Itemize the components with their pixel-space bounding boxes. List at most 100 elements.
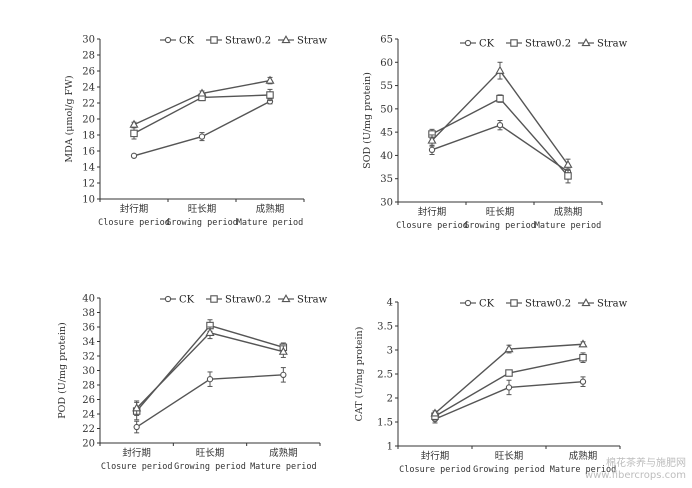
category-label-cn: 封行期 [122,447,151,459]
data-point [130,129,138,138]
y-tick-label: 20 [82,115,95,126]
category-label-en: Closure period [399,465,471,475]
y-tick-label: 36 [82,323,95,334]
y-tick-label: 22 [82,99,95,110]
series-straw0-2 [431,352,587,421]
series-straw0-2 [428,94,572,184]
y-tick-label: 40 [82,294,95,305]
legend-label: CK [479,39,495,50]
chart-panel-3: 20 22 24 26 28 30 32 34 36 38 40 封行期 Closure period 旺… [57,294,328,473]
data-point [280,371,287,378]
series-straw [129,75,275,128]
series-line [431,69,569,166]
category-label-cn: 封行期 [421,450,450,462]
legend-marker [164,36,172,44]
data-point [564,172,572,180]
category-label-en: Growing period [166,218,238,228]
y-tick-label: 3.5 [377,322,393,333]
series-ck [133,367,287,434]
series-line [431,124,569,173]
series-ck [130,98,274,159]
data-point [430,408,440,417]
y-tick-label: 1.5 [377,418,393,429]
data-point [205,327,215,336]
category-label-cn: 成熟期 [256,203,285,215]
series-ck [431,376,587,424]
category-label-en: Closure period [101,462,173,472]
data-point [578,339,588,348]
y-tick-label: 30 [82,366,95,377]
legend-label: Straw [597,299,628,310]
category-label-en: Mature period [535,221,602,231]
data-point [563,159,573,168]
legend-label: Straw [597,39,628,50]
series-straw0-2 [130,88,274,140]
category-label-cn: 旺长期 [486,206,515,218]
data-point [206,376,214,383]
category-label-en: Mature period [237,218,304,228]
data-point [505,384,513,391]
watermark-cn: 棉花茶养与施肥网 [606,458,686,469]
y-tick-label: 50 [380,104,393,115]
y-tick-label: 26 [82,395,95,406]
y-tick-label: 18 [82,131,95,142]
data-point [579,353,587,362]
y-tick-label: 3 [387,346,393,357]
legend-marker [464,299,472,307]
legend: CK Straw0.2 Straw [160,294,328,306]
data-point [428,146,436,153]
data-point [504,344,514,353]
data-point [495,65,505,74]
series-ck [428,120,572,180]
category-label-cn: 封行期 [418,206,447,218]
category-label-cn: 成熟期 [554,206,583,218]
y-tick-label: 28 [82,51,95,62]
y-tick-label: 28 [82,381,95,392]
series-line [133,79,271,126]
data-point [496,94,504,103]
y-tick-label: 60 [380,58,393,69]
series-straw [427,61,573,171]
legend-label: Straw [297,36,328,47]
y-tick-label: 4 [387,298,393,309]
category-label-cn: 旺长期 [495,450,524,462]
category-label-cn: 成熟期 [569,450,598,462]
data-point [197,88,207,97]
chart-panel-2: 30 35 40 45 50 55 60 65 封行期 Closure period 旺长期 Grow… [362,35,628,232]
y-tick-label: 24 [82,83,95,94]
watermark-url: www.fibercrops.com [584,470,686,481]
data-point [133,423,140,431]
y-tick-label: 26 [82,67,95,78]
y-tick-label: 55 [380,81,393,92]
data-point [198,133,206,140]
series-line [133,100,271,157]
y-tick-label: 30 [82,35,95,46]
legend-label: CK [179,295,195,306]
legend-marker [281,294,291,303]
category-label-en: Growing period [473,465,545,475]
legend-label: CK [179,36,195,47]
category-label-en: Growing period [464,221,536,231]
y-axis-label: CAT (U/mg protein) [354,327,365,422]
data-point [278,346,288,355]
legend: CK Straw0.2 Straw [160,35,328,47]
data-point [505,369,513,377]
y-tick-label: 14 [82,163,95,174]
data-point [266,91,274,99]
legend-label: Straw [297,295,328,306]
y-tick-label: 1 [387,442,393,453]
legend-marker [510,39,518,47]
category-label-en: Mature period [550,465,617,475]
legend-marker [210,36,218,44]
y-tick-label: 2.5 [377,370,393,381]
y-tick-label: 2 [387,394,393,405]
y-axis-label: MDA (μmol/g FW) [64,75,75,162]
data-point [427,135,437,144]
legend-marker [281,35,291,44]
category-label-cn: 封行期 [120,203,149,215]
category-label-en: Closure period [396,221,468,231]
y-tick-label: 34 [82,337,95,348]
y-tick-label: 65 [380,35,393,46]
y-tick-label: 22 [82,424,95,435]
